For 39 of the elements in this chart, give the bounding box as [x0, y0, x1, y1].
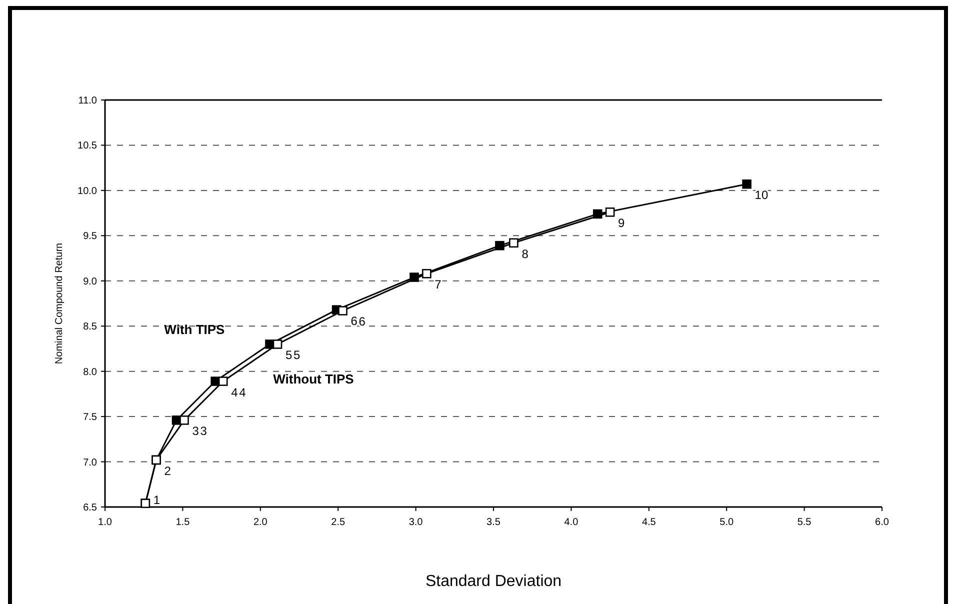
x-axis-title: Standard Deviation [425, 573, 562, 590]
annotation: 5 [293, 348, 300, 362]
text: With TIPS [164, 322, 226, 338]
y-tick-label: 8.5 [83, 322, 98, 333]
y-tick-label: 9.0 [83, 276, 98, 288]
y-tick-label: 10.5 [78, 140, 98, 152]
x-tick-label: 2.5 [331, 517, 346, 528]
x-tick-label: 1.5 [176, 517, 190, 528]
y-tick-label: 9.5 [83, 231, 98, 242]
annotation: 4 [239, 385, 246, 400]
x-tick-label: 5.5 [797, 517, 812, 528]
y-tick-label: 10.0 [78, 186, 98, 197]
y-tick-label: 7.0 [83, 457, 98, 468]
annotation: 9 [618, 216, 626, 230]
y-tick-label: 6.5 [83, 502, 98, 514]
y-tick-label: 8.0 [83, 366, 98, 378]
y-tick-label: 7.5 [83, 412, 98, 424]
annotation: 1 [153, 493, 160, 507]
x-tick-label: 3.0 [408, 517, 424, 528]
x-tick-label: 4.0 [564, 517, 579, 528]
annotation: 3 [192, 424, 200, 438]
x-tick-label: 4.5 [642, 517, 656, 528]
x-tick-label: 6.0 [875, 517, 890, 528]
x-tick-label: 5.0 [720, 517, 734, 528]
x-tick-label: 2.0 [253, 517, 268, 528]
x-tick-label: 3.5 [486, 517, 501, 528]
annotation: 6 [358, 314, 366, 329]
annotation: 5 [285, 348, 292, 362]
y-tick-label: 11.0 [78, 96, 98, 106]
annotation: 8 [522, 246, 529, 261]
annotation: 2 [164, 464, 172, 478]
annotation: 10 [754, 188, 768, 202]
annotation: 6 [350, 314, 358, 328]
x-tick-label: 1.0 [98, 517, 112, 528]
annotation: 7 [434, 278, 442, 292]
annotation: 3 [200, 424, 208, 438]
y-axis-title: Nominal Compound Return [54, 242, 65, 364]
series-label: Without TIPS [273, 371, 354, 386]
annotation: 4 [231, 385, 238, 400]
